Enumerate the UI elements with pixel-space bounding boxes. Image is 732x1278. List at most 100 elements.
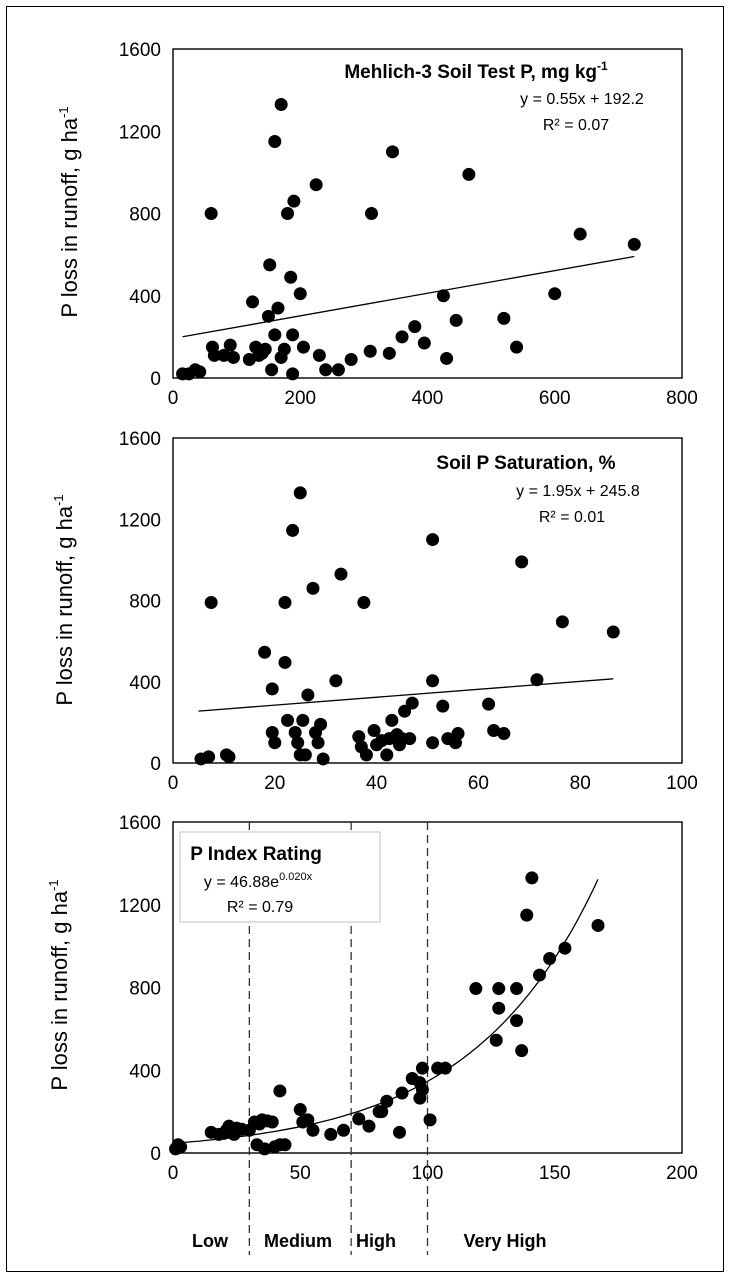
panel-soil-p-saturation: 0 20 40 60 80 100 0 400 800 1200 1600 Soil P Satur… <box>51 429 698 794</box>
data-point <box>438 1061 452 1075</box>
data-point <box>382 346 396 360</box>
panel-2-equation: y = 1.95x + 245.8 <box>516 483 640 500</box>
figure-frame <box>6 6 724 1272</box>
x-tick-label: 40 <box>366 773 387 794</box>
x-tick-label: 600 <box>539 388 571 409</box>
data-point <box>202 750 216 764</box>
data-point <box>268 328 282 342</box>
y-tick-label: 800 <box>129 592 161 613</box>
data-point <box>415 1061 429 1075</box>
data-point <box>367 724 381 737</box>
data-point <box>258 1142 272 1156</box>
y-tick-label: 0 <box>150 1144 161 1165</box>
y-tick-label: 1600 <box>119 429 161 450</box>
category-medium: Medium <box>264 1231 332 1251</box>
panel-2-ylabel: P loss in runoff, g ha-1 <box>51 494 77 705</box>
data-point <box>497 727 511 741</box>
data-point <box>525 871 539 885</box>
y-tick-label: 0 <box>150 369 161 390</box>
data-point <box>440 351 454 365</box>
panel-3-title: P Index Rating <box>190 844 322 865</box>
data-point <box>265 363 279 377</box>
panel-2-ylabel-sup: -1 <box>51 494 66 506</box>
y-tick-label: 400 <box>129 287 161 308</box>
data-point <box>293 287 307 301</box>
y-tick-label: 0 <box>150 754 161 775</box>
panel-1-r2: R² = 0.07 <box>543 117 609 134</box>
data-point <box>543 952 557 966</box>
data-point <box>436 699 450 713</box>
data-point <box>312 348 326 362</box>
data-point <box>359 748 373 762</box>
data-point <box>311 736 325 750</box>
data-point <box>398 704 412 718</box>
data-point <box>393 1125 407 1139</box>
data-point <box>436 289 450 303</box>
panel-3-equation: y = 46.88e0.020x <box>204 871 313 891</box>
data-point <box>246 295 260 309</box>
data-point <box>263 258 277 272</box>
plot-area-2 <box>172 437 683 764</box>
data-point <box>309 178 323 192</box>
data-point <box>492 982 506 996</box>
data-point <box>296 340 310 354</box>
panel-soil-test-p: 0 200 400 600 800 0 400 800 1200 1600 Mehlich-3 S… <box>56 40 698 409</box>
data-point <box>363 344 377 358</box>
category-high: High <box>356 1231 396 1251</box>
data-point <box>324 1127 338 1141</box>
x-tick-label: 0 <box>168 773 179 794</box>
data-point <box>510 340 524 354</box>
data-point <box>352 1112 366 1126</box>
data-point <box>329 674 343 688</box>
panel-2-r2: R² = 0.01 <box>539 509 605 526</box>
data-point <box>415 1083 429 1097</box>
data-point <box>273 1084 287 1098</box>
y-tick-label: 1600 <box>119 813 161 834</box>
data-point <box>268 135 282 149</box>
trendline <box>198 678 614 712</box>
data-point <box>573 227 587 241</box>
data-point <box>265 1115 279 1129</box>
y-tick-label: 800 <box>129 979 161 1000</box>
panel-3-ylabel-sup: -1 <box>46 879 61 891</box>
trendline <box>182 255 635 338</box>
category-low: Low <box>192 1231 229 1251</box>
data-point <box>301 1113 315 1127</box>
data-point <box>426 533 440 547</box>
data-point <box>510 1014 524 1028</box>
data-point <box>268 736 282 750</box>
panel-3-ylabel: P loss in runoff, g ha-1 <box>46 879 72 1090</box>
data-point <box>510 982 524 996</box>
y-tick-label: 1200 <box>119 896 161 917</box>
y-tick-label: 400 <box>129 1061 161 1082</box>
plot-area-1 <box>172 48 683 379</box>
x-tick-label: 50 <box>290 1163 311 1184</box>
data-point <box>558 941 572 955</box>
data-point <box>265 726 279 740</box>
data-point <box>226 350 240 364</box>
x-tick-label: 400 <box>412 388 444 409</box>
data-point <box>281 713 295 727</box>
data-point <box>627 237 641 251</box>
data-point <box>365 207 379 220</box>
data-point <box>555 615 569 629</box>
data-point <box>222 750 236 764</box>
x-tick-label: 0 <box>168 388 179 409</box>
data-point <box>462 167 476 181</box>
data-point <box>174 1140 188 1154</box>
data-point <box>301 688 315 702</box>
panel-2-title: Soil P Saturation, % <box>436 453 615 474</box>
y-tick-label: 1200 <box>119 122 161 143</box>
data-point <box>265 682 279 696</box>
panel-1-marks: 0 200 400 600 800 0 400 800 1200 1600 <box>119 40 698 409</box>
data-point <box>344 352 358 366</box>
data-point <box>515 555 529 569</box>
data-point <box>426 674 440 688</box>
data-point <box>408 320 422 334</box>
data-point <box>352 730 366 744</box>
data-point <box>306 581 320 595</box>
data-point <box>482 697 496 711</box>
data-point <box>469 982 483 996</box>
x-tick-label: 800 <box>666 388 698 409</box>
